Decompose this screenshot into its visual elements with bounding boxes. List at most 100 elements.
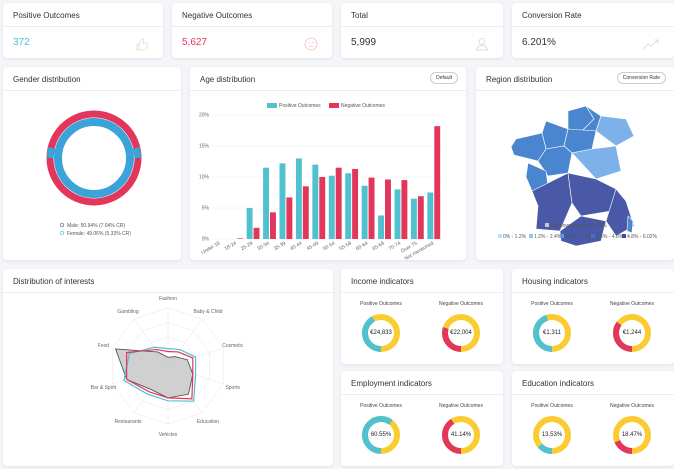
negative-gauge bbox=[442, 416, 480, 454]
radar-axis-label: Fashion bbox=[159, 296, 177, 302]
positive-gauge bbox=[533, 314, 571, 352]
female-legend: Female: 49.06% (5.33% CR) bbox=[67, 231, 131, 237]
radar-axis-label: Education bbox=[197, 419, 219, 425]
x-tick-label: 40-44 bbox=[289, 240, 303, 252]
negative-gauge bbox=[613, 314, 651, 352]
kpi-value: 372 bbox=[13, 37, 30, 48]
bar-negative bbox=[335, 167, 342, 239]
education-card: Education indicators Positive Outcomes 13… bbox=[512, 371, 674, 466]
positive-gauge-value: €1,311 bbox=[543, 330, 561, 336]
region-bourgogne bbox=[571, 145, 622, 180]
employment-title: Employment indicators bbox=[341, 371, 503, 395]
bar-negative bbox=[368, 177, 375, 239]
age-bar-chart: Positive Outcomes Negative Outcomes 0% 5%… bbox=[199, 103, 442, 260]
bar-positive bbox=[312, 164, 319, 239]
age-title: Age distribution bbox=[190, 67, 466, 91]
bar-negative bbox=[417, 196, 424, 239]
bar-negative bbox=[302, 186, 309, 239]
bar-negative bbox=[401, 180, 408, 239]
kpi-value: 6.201% bbox=[522, 37, 556, 48]
bar-positive bbox=[328, 175, 335, 239]
x-tick-label: 60-64 bbox=[355, 240, 369, 252]
donut-outer-ring bbox=[46, 110, 142, 206]
bar-negative bbox=[352, 168, 359, 239]
bar-negative bbox=[253, 227, 260, 239]
x-tick-label: 25-29 bbox=[240, 240, 254, 252]
positive-gauge bbox=[533, 416, 571, 454]
legend-swatch bbox=[591, 234, 595, 238]
bar-positive bbox=[246, 208, 253, 239]
x-tick-label: 35-39 bbox=[273, 240, 287, 252]
positive-gauge-value: €24,833 bbox=[370, 330, 392, 336]
user-icon bbox=[476, 38, 488, 51]
region-grand-est bbox=[595, 115, 635, 147]
bar-negative bbox=[286, 197, 293, 239]
region-title: Region distribution bbox=[476, 67, 674, 91]
bar-positive bbox=[345, 173, 352, 239]
positive-gauge-value: 60.55% bbox=[370, 432, 392, 438]
positive-gauge bbox=[362, 314, 400, 352]
radar-axis-label: Food bbox=[98, 343, 110, 349]
positive-gauge bbox=[362, 416, 400, 454]
age-default-button[interactable]: Default bbox=[430, 72, 458, 84]
legend-swatch bbox=[498, 234, 502, 238]
bar-positive bbox=[361, 185, 368, 239]
x-tick-label: Under 18 bbox=[200, 240, 221, 256]
gauge-fill bbox=[362, 416, 400, 454]
legend-swatch-negative bbox=[329, 103, 339, 108]
gauge-fill bbox=[613, 416, 651, 454]
positive-outcomes-label: Positive Outcomes bbox=[360, 403, 402, 409]
legend-swatch bbox=[560, 234, 564, 238]
radar-series-red bbox=[126, 348, 194, 400]
bar-negative bbox=[319, 177, 326, 239]
gender-donut: Male: 50.94% (7.04% CR) Female: 49.06% (… bbox=[46, 110, 142, 237]
y-tick-label: 15% bbox=[199, 144, 210, 150]
kpi-title: Negative Outcomes bbox=[172, 3, 332, 27]
region-occitanie bbox=[559, 215, 607, 247]
gauge-fill bbox=[442, 416, 480, 454]
x-tick-label: 45-49 bbox=[306, 240, 320, 252]
radar-axis-label: Bar & Spirit bbox=[91, 385, 117, 391]
bar-positive bbox=[427, 192, 434, 239]
female-legend-marker bbox=[59, 230, 65, 236]
region-conversion-button[interactable]: Conversion Rate bbox=[616, 72, 666, 84]
negative-gauge bbox=[442, 314, 480, 352]
kpi-card-total: Total 5,999 bbox=[341, 3, 503, 58]
gauge-fill bbox=[613, 314, 651, 352]
positive-outcomes-label: Positive Outcomes bbox=[360, 301, 402, 307]
kpi-value: 5,999 bbox=[351, 37, 377, 48]
gauge-fill bbox=[442, 314, 480, 352]
interests-radar: Fashion Baby & Child Cosmetic Sports Educati… bbox=[91, 296, 244, 438]
bar-positive bbox=[279, 163, 286, 239]
kpi-value: 5,627 bbox=[182, 37, 208, 48]
donut-inner-ring bbox=[54, 118, 134, 198]
age-card: Age distribution Default Positive Outcom… bbox=[190, 67, 466, 260]
gauge-fill bbox=[533, 314, 571, 352]
kpi-title: Conversion Rate bbox=[512, 3, 674, 27]
trend-up-icon bbox=[642, 39, 659, 50]
interests-title: Distribution of interests bbox=[3, 269, 333, 293]
kpi-card-positive: Positive Outcomes 372 bbox=[3, 3, 163, 58]
kpi-card-conversion: Conversion Rate 6.201% bbox=[512, 3, 674, 58]
region-card: Region distribution Conversion Rate Unkn… bbox=[476, 67, 674, 260]
bar-negative bbox=[434, 126, 441, 239]
kpi-title: Total bbox=[341, 3, 503, 27]
negative-gauge bbox=[613, 416, 651, 454]
bar-positive bbox=[378, 215, 384, 239]
bar-positive bbox=[295, 158, 302, 239]
y-tick-label: 10% bbox=[199, 175, 210, 181]
positive-gauge-value: 13.53% bbox=[541, 432, 563, 438]
radar-axis-label: Restaurants bbox=[115, 419, 142, 425]
radar-axis-label: Sports bbox=[225, 385, 240, 391]
income-title: Income indicators bbox=[341, 269, 503, 293]
negative-outcomes-label: Negative Outcomes bbox=[439, 301, 483, 307]
region-auvergne bbox=[567, 172, 617, 217]
region-corsica bbox=[626, 215, 634, 234]
male-legend: Male: 50.94% (7.04% CR) bbox=[67, 223, 125, 229]
x-tick-label: 18-24 bbox=[224, 240, 238, 252]
france-map: Unknown regions: 5.25% 0% - 1.2% 1.2% - 2… bbox=[498, 105, 658, 247]
income-card: Income indicators Positive Outcomes €24,8… bbox=[341, 269, 503, 364]
legend-range: 1.2% - 2.4% bbox=[534, 234, 562, 240]
negative-gauge-value: €1,244 bbox=[622, 330, 642, 336]
legend-range: 3.6% - 4.8% bbox=[596, 234, 624, 240]
